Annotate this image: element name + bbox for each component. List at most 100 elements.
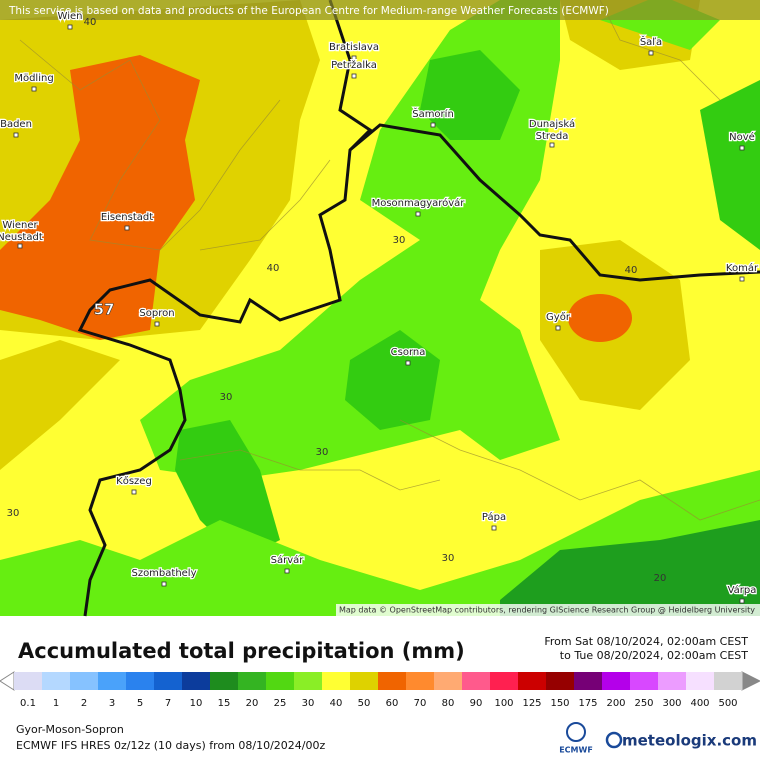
city-marker bbox=[739, 145, 745, 151]
banner-bg bbox=[0, 0, 760, 20]
legend-label: 400 bbox=[690, 698, 709, 709]
city-marker bbox=[161, 581, 167, 587]
attribution-bg bbox=[336, 604, 760, 616]
legend-label: 150 bbox=[550, 698, 569, 709]
city-marker bbox=[491, 525, 497, 531]
ecmwf-icon bbox=[566, 722, 586, 742]
legend-swatch bbox=[378, 672, 407, 690]
city-label: Wien bbox=[58, 11, 83, 22]
contour-label: 40 bbox=[625, 265, 638, 276]
city-marker bbox=[13, 132, 19, 138]
contour-label: 30 bbox=[442, 553, 455, 564]
legend-arrow-left bbox=[0, 671, 15, 691]
period-to: to Tue 08/20/2024, 02:00am CEST bbox=[560, 649, 748, 662]
city-marker bbox=[351, 73, 357, 79]
legend-label: 175 bbox=[578, 698, 597, 709]
banner: This service is based on data and produc… bbox=[8, 5, 609, 17]
city-label: Wiener bbox=[2, 220, 38, 231]
legend-swatch bbox=[434, 672, 463, 690]
legend-label: 20 bbox=[246, 698, 259, 709]
city-marker bbox=[351, 55, 357, 61]
city-marker bbox=[648, 50, 654, 56]
contour-label: 20 bbox=[654, 573, 667, 584]
city-marker bbox=[154, 321, 160, 327]
legend-swatch bbox=[154, 672, 183, 690]
legend-label: 25 bbox=[274, 698, 287, 709]
city-marker bbox=[549, 142, 555, 148]
legend-label: 70 bbox=[414, 698, 427, 709]
city-label: Nové bbox=[729, 131, 755, 143]
city-marker bbox=[284, 568, 290, 574]
legend-swatch bbox=[630, 672, 659, 690]
legend-swatch bbox=[546, 672, 575, 690]
legend-swatch bbox=[406, 672, 435, 690]
city-marker bbox=[31, 86, 37, 92]
city-marker bbox=[17, 243, 23, 249]
title: Accumulated total precipitation (mm) bbox=[18, 639, 465, 663]
city-label: Csorna bbox=[391, 347, 426, 358]
legend-label: 3 bbox=[109, 698, 115, 709]
contour-label: 30 bbox=[316, 447, 329, 458]
contour-label: 30 bbox=[393, 235, 406, 246]
legend-label: 1 bbox=[53, 698, 59, 709]
city-label: Eisenstadt bbox=[101, 212, 153, 223]
legend-swatch bbox=[294, 672, 323, 690]
legend-arrow-right bbox=[741, 671, 760, 691]
legend-swatch bbox=[490, 672, 519, 690]
city-label: Kőszeg bbox=[116, 475, 152, 487]
city-label: Petržalka bbox=[331, 59, 377, 71]
meteologix-logo: meteologix.com bbox=[622, 732, 757, 750]
max-label: 57 bbox=[94, 301, 115, 319]
legend-label: 40 bbox=[330, 698, 343, 709]
legend-swatch bbox=[70, 672, 99, 690]
city-marker bbox=[555, 325, 561, 331]
legend-swatch bbox=[350, 672, 379, 690]
legend-label: 200 bbox=[606, 698, 625, 709]
city-marker bbox=[405, 360, 411, 366]
legend-swatch bbox=[210, 672, 239, 690]
legend-label: 250 bbox=[634, 698, 653, 709]
legend-label: 60 bbox=[386, 698, 399, 709]
attribution: Map data © OpenStreetMap contributors, r… bbox=[339, 606, 755, 615]
city-label: Neustadt bbox=[0, 232, 43, 243]
legend-swatch bbox=[238, 672, 267, 690]
legend-swatch bbox=[602, 672, 631, 690]
map bbox=[0, 0, 760, 617]
legend-label: 500 bbox=[718, 698, 737, 709]
legend-label: 2 bbox=[81, 698, 87, 709]
region: Gyor-Moson-Sopron bbox=[16, 723, 124, 736]
city-label: Sopron bbox=[139, 308, 174, 319]
legend-label: 10 bbox=[190, 698, 203, 709]
legend-label: 125 bbox=[522, 698, 541, 709]
legend-swatch bbox=[714, 672, 743, 690]
ecmwf-logo: ECMWF bbox=[559, 746, 593, 755]
city-label: Mödling bbox=[14, 73, 53, 84]
legend-label: 80 bbox=[442, 698, 455, 709]
city-marker bbox=[739, 598, 745, 604]
model: ECMWF IFS HRES 0z/12z (10 days) from 08/… bbox=[16, 739, 326, 752]
legend-label: 100 bbox=[494, 698, 513, 709]
city-label: Várpa bbox=[728, 584, 757, 596]
city-marker bbox=[131, 489, 137, 495]
legend-label: 7 bbox=[165, 698, 171, 709]
city-label: Komár bbox=[726, 262, 759, 274]
legend-label: 300 bbox=[662, 698, 681, 709]
contour-label: 30 bbox=[7, 508, 20, 519]
city-label: Dunajská bbox=[529, 118, 575, 130]
city-label: Streda bbox=[536, 131, 569, 142]
legend-swatch bbox=[98, 672, 127, 690]
city-label: Bratislava bbox=[329, 42, 379, 53]
city-marker bbox=[430, 122, 436, 128]
legend-swatch bbox=[182, 672, 211, 690]
city-label: Baden bbox=[0, 119, 32, 130]
city-label: Šamorín bbox=[412, 107, 454, 120]
legend-swatch bbox=[462, 672, 491, 690]
legend-swatch bbox=[518, 672, 547, 690]
city-label: Sárvár bbox=[271, 554, 305, 566]
legend-label: 5 bbox=[137, 698, 143, 709]
contour-label: 30 bbox=[220, 392, 233, 403]
legend-swatch bbox=[14, 672, 43, 690]
period-from: From Sat 08/10/2024, 02:00am CEST bbox=[544, 635, 748, 648]
